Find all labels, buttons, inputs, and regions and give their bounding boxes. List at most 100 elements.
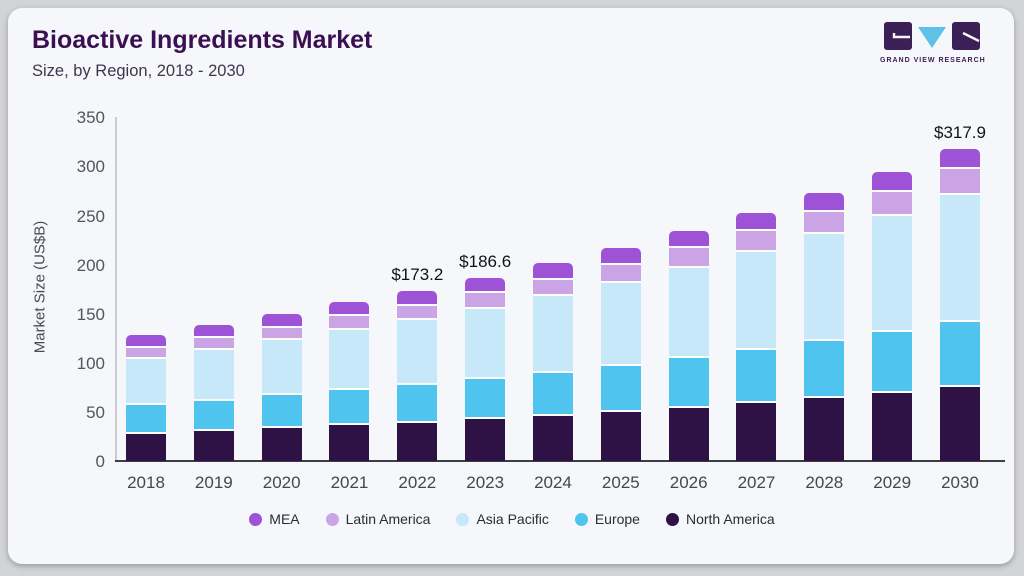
legend-label: North America [685,511,775,527]
bar-segment-latin-america-2020 [261,325,302,339]
bar-segment-europe-2023 [465,377,506,418]
bar-2030 [939,148,980,461]
bar-segment-mea-2023 [465,277,506,292]
bar-segment-mea-2021 [329,302,370,315]
legend-item-latin-america: Latin America [325,511,431,527]
legend-dot-icon [249,512,263,526]
bar-2029 [872,171,913,461]
bar-segment-mea-2022 [397,290,438,304]
bar-segment-europe-2030 [939,319,980,386]
bar-segment-asia-pacific-2021 [329,328,370,389]
bar-segment-asia-pacific-2028 [804,232,845,340]
x-tick-label-2022: 2022 [398,473,437,492]
bar-segment-mea-2027 [736,212,777,230]
bar-2024 [532,263,573,461]
bar-segment-north-america-2026 [668,405,709,461]
legend-label: Europe [594,511,640,527]
bar-2023 [465,277,506,461]
y-tick-label: 200 [76,255,105,275]
bar-segment-north-america-2025 [600,409,641,461]
bar-segment-latin-america-2022 [397,303,438,319]
bar-segment-north-america-2023 [465,417,506,461]
legend-dot-icon [456,512,470,526]
bar-segment-asia-pacific-2022 [397,318,438,384]
x-tick-label-2027: 2027 [737,473,776,492]
bar-2026 [668,230,709,461]
bar-segment-asia-pacific-2020 [261,338,302,394]
bar-2027 [736,212,777,461]
grand-view-research-logo: GRAND VIEW RESEARCH [880,22,986,64]
bar-segment-latin-america-2026 [668,246,709,266]
x-tick-label-2019: 2019 [194,473,233,492]
bar-segment-latin-america-2025 [600,262,641,281]
bar-segment-asia-pacific-2018 [126,356,166,403]
gvr-logo-text: GRAND VIEW RESEARCH [880,57,986,64]
legend-item-north-america: North America [665,511,775,527]
y-tick-label: 300 [76,157,105,177]
bar-segment-europe-2026 [668,356,709,406]
x-tick-label-2030: 2030 [941,473,979,492]
bar-segment-europe-2018 [126,402,166,432]
x-tick-label-2020: 2020 [262,473,301,492]
bar-2025 [600,247,641,461]
bar-segment-europe-2019 [193,398,234,430]
y-tick-label: 50 [86,402,105,422]
bar-segment-europe-2027 [736,348,777,402]
bar-2020 [261,313,302,461]
x-tick-label-2028: 2028 [805,473,844,492]
bar-value-label-2030: $317.9 [933,122,986,142]
y-axis-title: Market Size (US$B) [31,220,49,354]
gvr-logo-icon [884,22,980,50]
bar-segment-north-america-2021 [329,423,370,461]
bar-segment-mea-2029 [872,171,913,190]
bar-segment-mea-2030 [939,148,980,168]
bar-segment-north-america-2024 [532,413,573,461]
bar-segment-asia-pacific-2027 [736,249,777,349]
y-tick-label: 100 [76,353,105,373]
legend-item-mea: MEA [249,511,300,527]
bar-segment-mea-2026 [668,230,709,247]
bar-segment-asia-pacific-2019 [193,348,234,399]
bar-segment-latin-america-2028 [804,210,845,233]
legend-label: Asia Pacific [476,511,549,527]
bar-segment-latin-america-2030 [939,167,980,194]
bar-segment-asia-pacific-2026 [668,265,709,357]
x-tick-label-2018: 2018 [127,473,165,492]
legend-label: Latin America [345,511,431,527]
x-tick-label-2024: 2024 [534,473,572,492]
x-tick-label-2023: 2023 [466,473,505,492]
bar-segment-north-america-2022 [397,420,438,461]
legend-dot-icon [574,512,588,526]
x-tick-label-2029: 2029 [873,473,912,492]
bar-segment-latin-america-2029 [872,189,913,214]
legend-dot-icon [665,512,679,526]
bar-2018 [126,335,166,461]
page-title: Bioactive Ingredients Market [32,26,373,54]
page-subtitle: Size, by Region, 2018 - 2030 [32,62,245,80]
bar-segment-latin-america-2018 [126,345,166,357]
bar-2021 [329,302,370,461]
bar-segment-north-america-2029 [872,390,913,461]
bar-segment-north-america-2018 [126,431,166,461]
bar-segment-mea-2020 [261,313,302,326]
legend-item-europe: Europe [574,511,640,527]
bar-2019 [193,325,234,461]
y-tick-label: 250 [76,206,105,226]
bar-segment-asia-pacific-2029 [872,213,913,331]
bar-segment-latin-america-2027 [736,229,777,250]
bar-segment-latin-america-2024 [532,277,573,295]
bar-segment-latin-america-2021 [329,314,370,329]
bar-segment-asia-pacific-2030 [939,193,980,320]
bar-segment-asia-pacific-2025 [600,280,641,364]
legend-label: MEA [269,511,300,527]
x-tick-label-2025: 2025 [601,473,640,492]
bar-2022 [397,290,438,461]
chart-card [8,8,1014,564]
bar-2028 [804,192,845,461]
bar-segment-latin-america-2023 [465,291,506,307]
bar-segment-mea-2018 [126,335,166,346]
bar-value-label-2023: $186.6 [459,251,512,271]
bar-segment-mea-2024 [532,263,573,278]
bar-segment-europe-2024 [532,370,573,414]
